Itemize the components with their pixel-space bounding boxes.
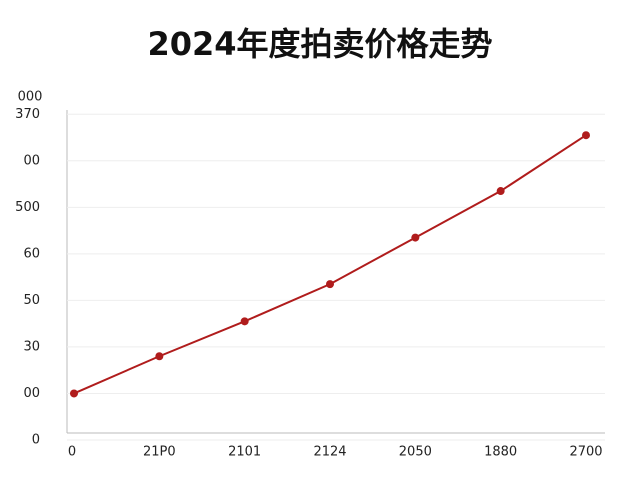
x-tick-label: 2050 (399, 445, 432, 460)
point (240, 317, 249, 326)
x-tick-label: 2700 (569, 445, 602, 460)
x-tick-label: 0 (68, 445, 76, 460)
y-tick-label: 370 (15, 107, 40, 122)
x-tick-label: 2101 (228, 445, 261, 460)
point (496, 187, 505, 196)
y-tick-label: 60 (23, 246, 40, 261)
y-tick-label: 30 (23, 339, 40, 354)
y-tick-label: 500 (15, 200, 40, 215)
y-tick-label: 00 (23, 153, 40, 168)
point (582, 131, 590, 140)
x-tick-label: 21P0 (143, 445, 176, 460)
x-tick-label: 2124 (313, 445, 346, 460)
point (155, 352, 164, 361)
point (326, 280, 334, 289)
y-tick-label: 00 (23, 386, 40, 401)
y-tick-label: 50 (23, 293, 40, 308)
point (411, 233, 420, 242)
chart-title: 2024年度拍卖价格走势 (147, 25, 492, 63)
y-tick-label: 0 (32, 433, 40, 448)
x-tick-label: 1880 (484, 445, 517, 460)
point (70, 389, 78, 398)
y-axis-label: 000 (18, 90, 43, 105)
